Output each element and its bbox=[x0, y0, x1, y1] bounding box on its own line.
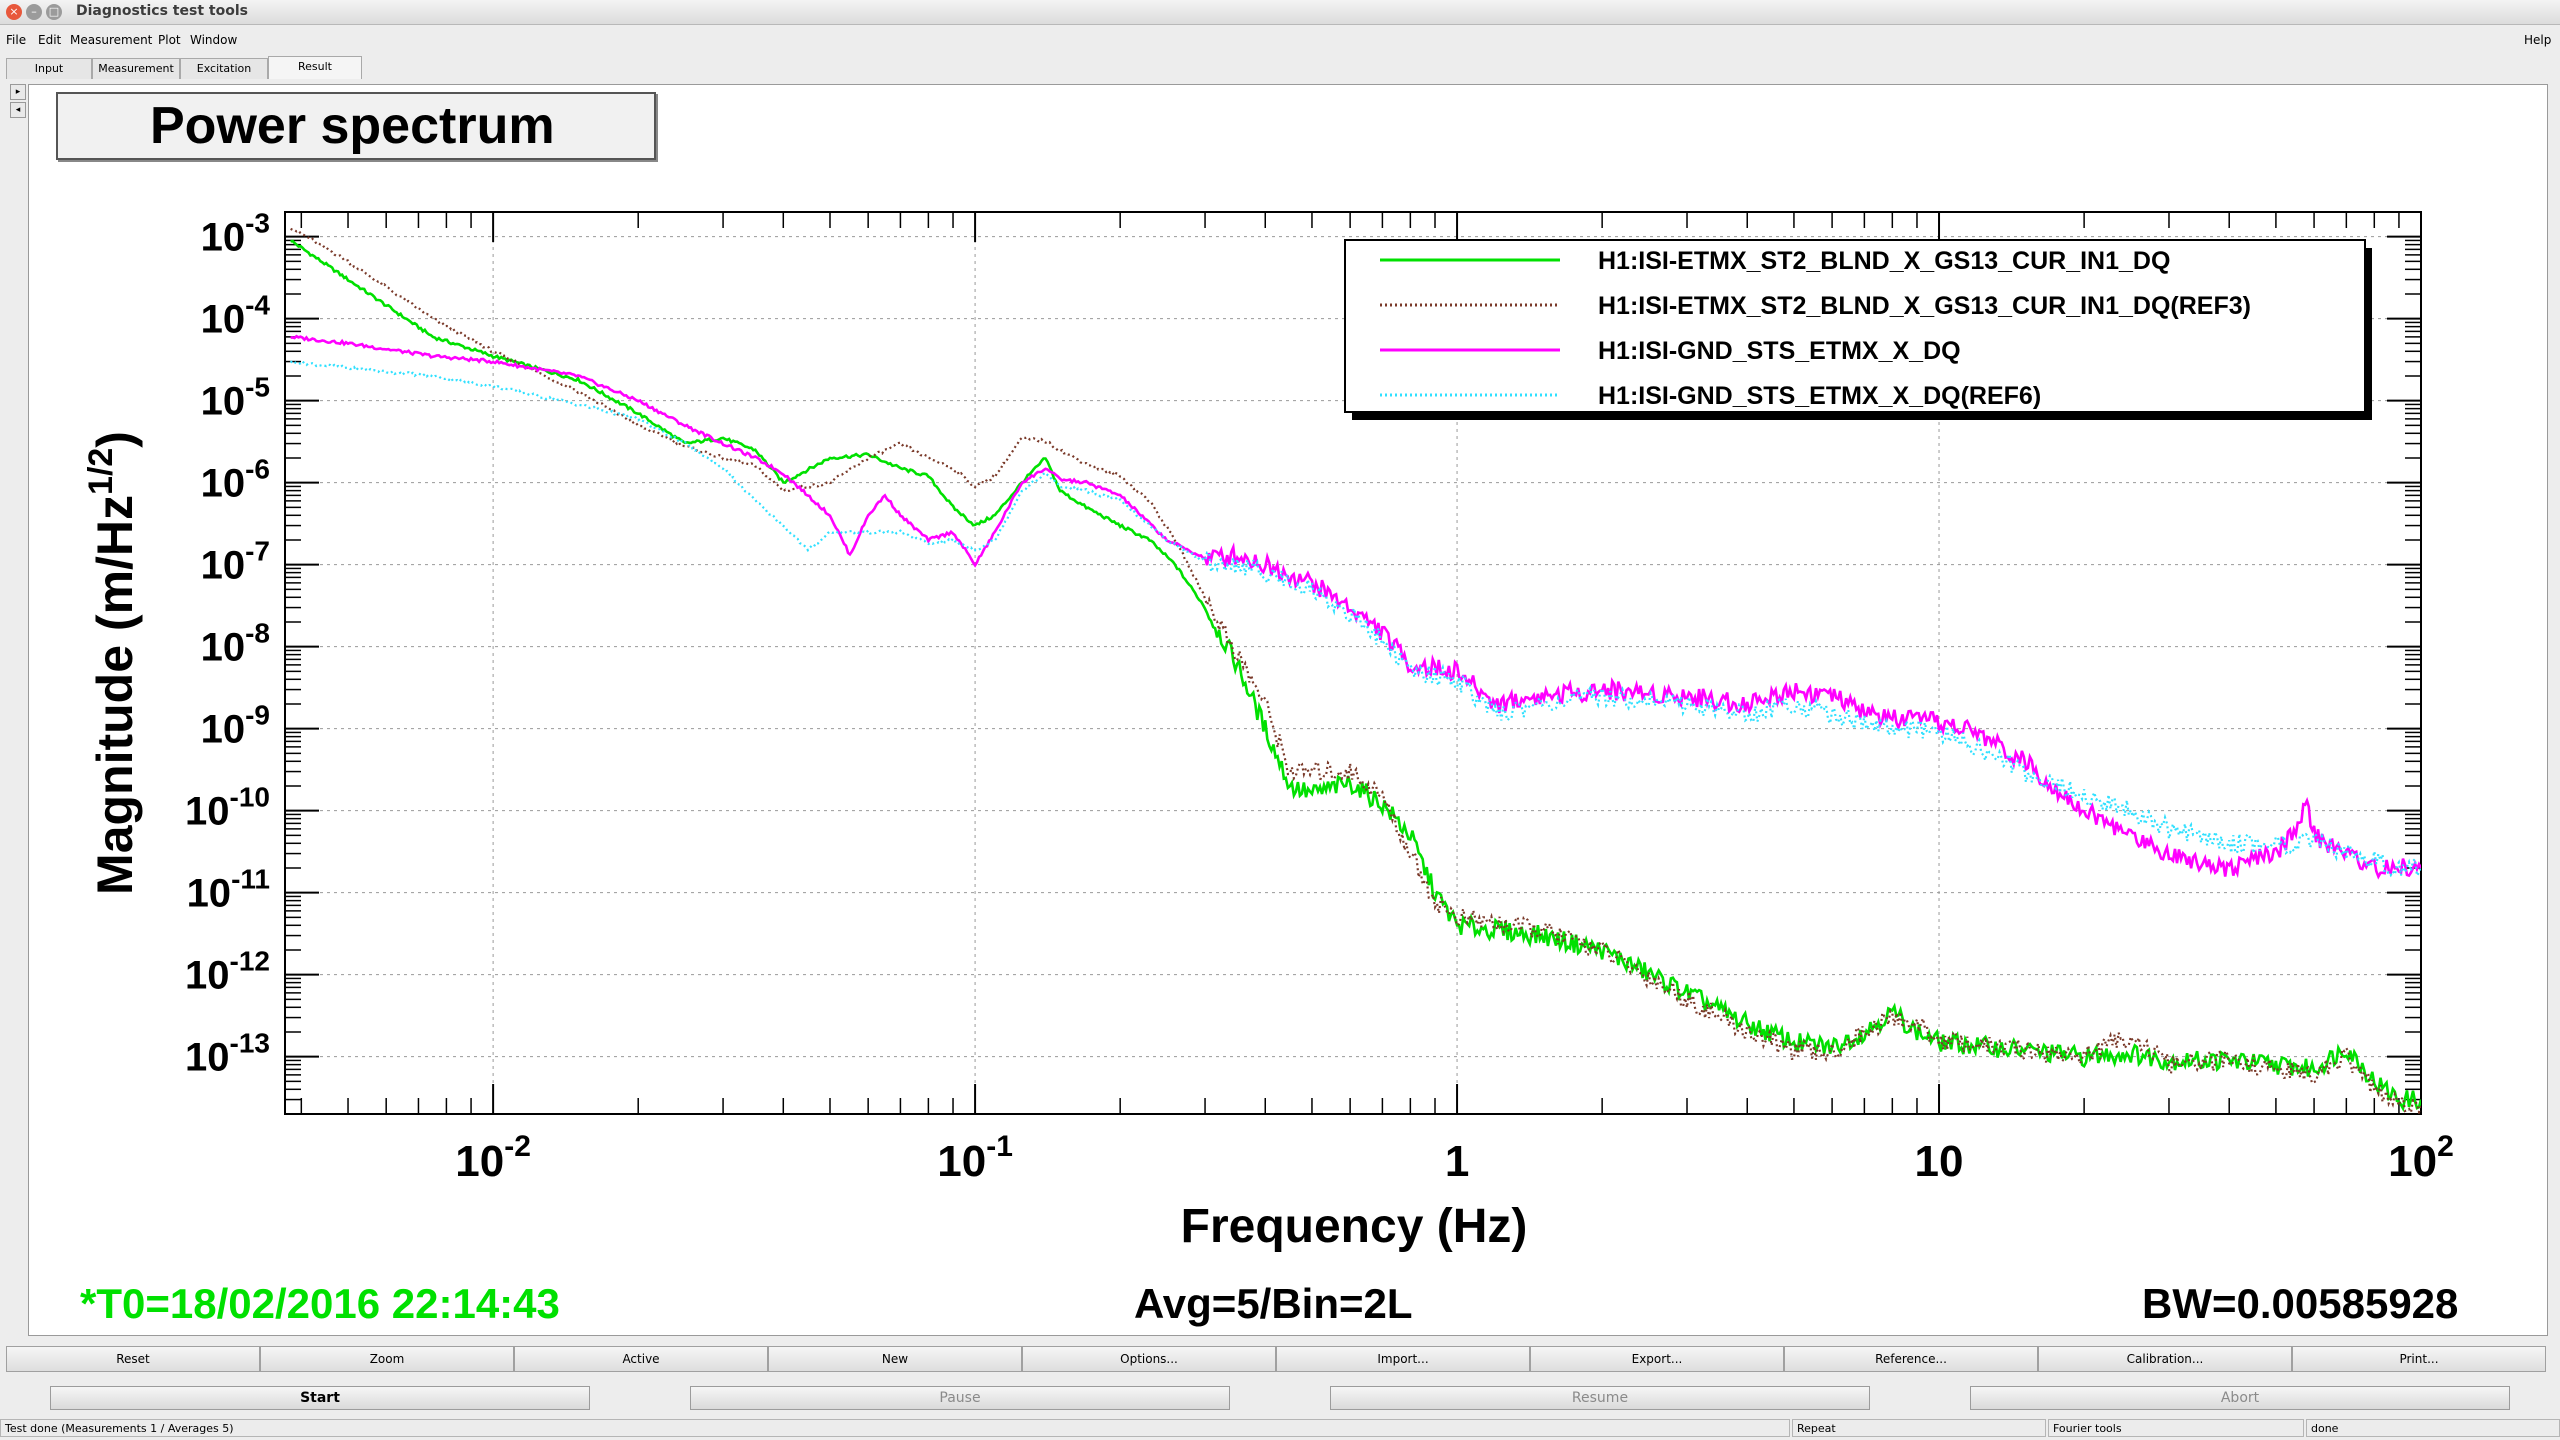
y-tick-label-5: 10-8 bbox=[201, 618, 270, 670]
x-tick-label-3: 10 bbox=[1915, 1137, 1964, 1186]
new-button[interactable]: New bbox=[768, 1346, 1022, 1372]
window-titlebar: × – □ Diagnostics test tools bbox=[0, 0, 2560, 25]
menu-bar: File Edit Measurement Plot Window Help bbox=[0, 28, 2560, 52]
plot-toolbar: Reset Zoom Active New Options... Import.… bbox=[6, 1346, 2554, 1372]
abort-button[interactable]: Abort bbox=[1970, 1386, 2510, 1410]
y-tick-label-8: 10-11 bbox=[187, 864, 270, 916]
series-line-0 bbox=[290, 239, 2421, 1113]
close-window-button[interactable]: × bbox=[6, 4, 22, 20]
import-button[interactable]: Import... bbox=[1276, 1346, 1530, 1372]
maximize-window-button[interactable]: □ bbox=[46, 4, 62, 20]
y-tick-label-4: 10-7 bbox=[201, 536, 270, 588]
y-axis-label: Magnitude (m/Hz1/2) bbox=[82, 431, 143, 895]
menu-file[interactable]: File bbox=[6, 33, 27, 47]
y-axis-label-main: Magnitude (m/Hz bbox=[87, 495, 143, 895]
tab-excitation[interactable]: Excitation bbox=[180, 58, 268, 79]
zoom-button[interactable]: Zoom bbox=[260, 1346, 514, 1372]
menu-help[interactable]: Help bbox=[2524, 33, 2552, 47]
minimize-window-button[interactable]: – bbox=[26, 4, 42, 20]
tab-measurement[interactable]: Measurement bbox=[92, 58, 180, 79]
status-repeat: Repeat bbox=[1792, 1419, 2046, 1437]
series-line-1 bbox=[290, 227, 2421, 1114]
reset-button[interactable]: Reset bbox=[6, 1346, 260, 1372]
menu-edit[interactable]: Edit bbox=[38, 33, 62, 47]
y-tick-label-2: 10-5 bbox=[201, 372, 270, 424]
y-tick-label-10: 10-13 bbox=[185, 1028, 270, 1080]
tab-bar: Input Measurement Excitation Result bbox=[0, 56, 2560, 80]
active-button[interactable]: Active bbox=[514, 1346, 768, 1372]
start-button[interactable]: Start bbox=[50, 1386, 590, 1410]
menu-window[interactable]: Window bbox=[190, 33, 238, 47]
series-line-3 bbox=[289, 359, 2421, 879]
measurement-controls: Start Pause Resume Abort bbox=[0, 1384, 2560, 1414]
resume-button[interactable]: Resume bbox=[1330, 1386, 1870, 1410]
calibration-button[interactable]: Calibration... bbox=[2038, 1346, 2292, 1372]
y-tick-label-1: 10-4 bbox=[201, 290, 271, 342]
status-fourier: Fourier tools bbox=[2048, 1419, 2304, 1437]
minor-ticks bbox=[285, 211, 2422, 1115]
x-tick-label-2: 1 bbox=[1445, 1137, 1469, 1186]
bandwidth-info: BW=0.00585928 bbox=[2142, 1280, 2459, 1327]
scroll-left-arrow-icon[interactable]: ◂ bbox=[10, 102, 26, 118]
status-state: done bbox=[2306, 1419, 2560, 1437]
y-axis-label-sup: 1/2 bbox=[82, 448, 120, 495]
legend-label-0: H1:ISI-ETMX_ST2_BLND_X_GS13_CUR_IN1_DQ bbox=[1598, 247, 2170, 275]
t0-timestamp: *T0=18/02/2016 22:14:43 bbox=[80, 1280, 560, 1327]
legend-label-1: H1:ISI-ETMX_ST2_BLND_X_GS13_CUR_IN1_DQ(R… bbox=[1598, 292, 2251, 320]
y-tick-label-7: 10-10 bbox=[185, 782, 270, 834]
status-message: Test done (Measurements 1 / Averages 5) bbox=[0, 1419, 1790, 1437]
side-arrows: ▸ ◂ bbox=[10, 84, 26, 120]
x-tick-label-4: 102 bbox=[2388, 1130, 2454, 1186]
pause-button[interactable]: Pause bbox=[690, 1386, 1230, 1410]
x-tick-label-1: 10-1 bbox=[937, 1130, 1013, 1186]
y-axis-label-close: ) bbox=[87, 431, 143, 448]
legend-label-2: H1:ISI-GND_STS_ETMX_X_DQ bbox=[1598, 337, 1961, 365]
menu-measurement[interactable]: Measurement bbox=[70, 33, 153, 47]
y-tick-label-6: 10-9 bbox=[201, 700, 270, 752]
scroll-right-arrow-icon[interactable]: ▸ bbox=[10, 84, 26, 100]
window-title: Diagnostics test tools bbox=[76, 3, 248, 19]
legend-label-3: H1:ISI-GND_STS_ETMX_X_DQ(REF6) bbox=[1598, 382, 2041, 410]
plot-frame bbox=[284, 211, 2422, 1115]
export-button[interactable]: Export... bbox=[1530, 1346, 1784, 1372]
averages-info: Avg=5/Bin=2L bbox=[1134, 1280, 1413, 1327]
legend: H1:ISI-ETMX_ST2_BLND_X_GS13_CUR_IN1_DQ H1… bbox=[1344, 239, 2372, 420]
series-lines bbox=[289, 227, 2421, 1114]
options-button[interactable]: Options... bbox=[1022, 1346, 1276, 1372]
x-axis-tick-labels: 10-2 10-1 1 10 102 bbox=[455, 1130, 2454, 1186]
print-button[interactable]: Print... bbox=[2292, 1346, 2546, 1372]
y-tick-label-0: 10-3 bbox=[201, 208, 270, 260]
y-axis-tick-labels: 10-3 10-4 10-5 10-6 10-7 10-8 10-9 10-10 10-11 10… bbox=[185, 208, 270, 1080]
y-tick-label-3: 10-6 bbox=[201, 454, 270, 506]
x-axis-label: Frequency (Hz) bbox=[1181, 1200, 1528, 1253]
series-line-2 bbox=[290, 334, 2421, 880]
status-bar: Test done (Measurements 1 / Averages 5) … bbox=[0, 1418, 2560, 1440]
y-tick-label-9: 10-12 bbox=[185, 946, 270, 998]
reference-button[interactable]: Reference... bbox=[1784, 1346, 2038, 1372]
menu-plot[interactable]: Plot bbox=[158, 33, 181, 47]
tab-input[interactable]: Input bbox=[6, 58, 92, 79]
plot-title: Power spectrum bbox=[56, 92, 656, 160]
tab-result[interactable]: Result bbox=[268, 56, 362, 79]
x-tick-label-0: 10-2 bbox=[455, 1130, 531, 1186]
